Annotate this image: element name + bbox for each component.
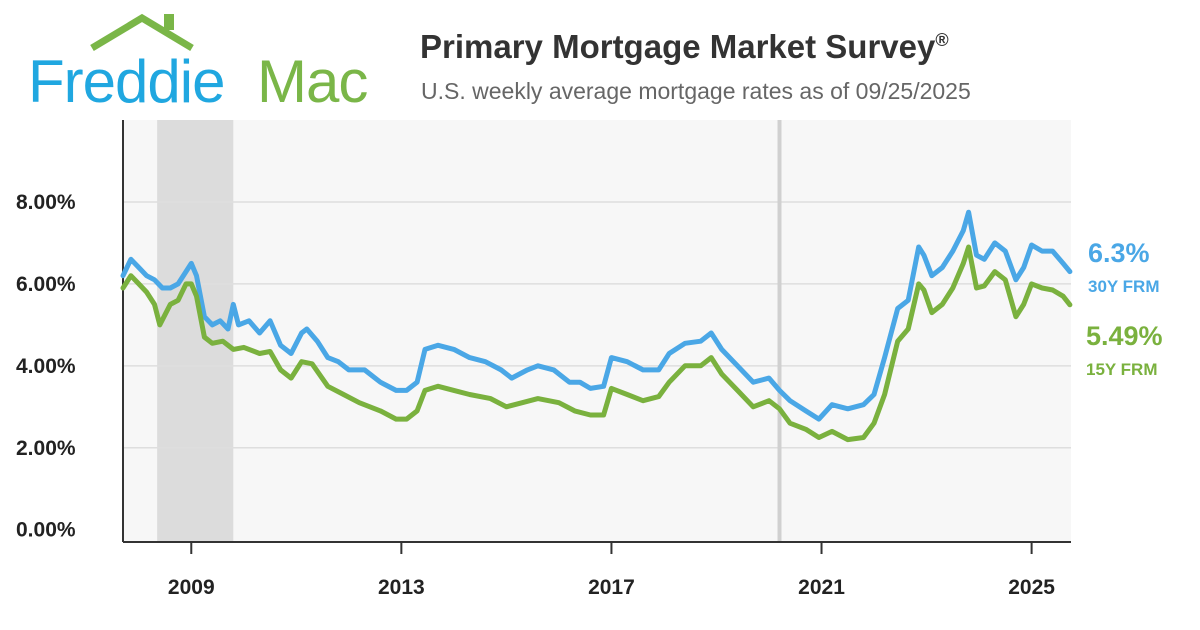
y-tick-label: 2.00% (16, 437, 76, 460)
house-roof-icon (90, 13, 194, 52)
plot-background-layer (123, 120, 1071, 542)
freddie-mac-logo: Freddie Mac (22, 13, 384, 112)
x-tick-labels: 2009 2013 2017 2021 2025 (168, 576, 1055, 599)
recession-shade-0 (157, 120, 234, 542)
x-tick-label: 2021 (798, 576, 845, 599)
series-line-15y-frm (120, 244, 1073, 443)
axes (122, 120, 1071, 554)
series-name-label: 30Y FRM (1088, 277, 1160, 296)
logo-word-mac: Mac (257, 48, 368, 115)
series-name-label: 15Y FRM (1086, 360, 1158, 379)
end-value-label: 6.3% (1088, 238, 1150, 268)
y-tick-label: 4.00% (16, 355, 76, 378)
x-tick-label: 2025 (1008, 576, 1055, 599)
x-tick-label: 2009 (168, 576, 215, 599)
y-tick-label: 6.00% (16, 273, 76, 296)
end-labels: 6.3% 30Y FRM 5.49% 15Y FRM (1086, 238, 1163, 379)
shaded-regions (157, 120, 234, 542)
x-tick-label: 2013 (378, 576, 425, 599)
end-value-label: 5.49% (1086, 321, 1163, 351)
y-tick-label: 0.00% (16, 519, 76, 542)
series-lines (120, 209, 1073, 443)
y-tick-labels: 0.00% 2.00% 4.00% 6.00% 8.00% (16, 191, 76, 542)
chart-title-text: Primary Mortgage Market Survey (420, 28, 936, 65)
chart-title: Primary Mortgage Market Survey® (420, 28, 949, 66)
logo-word-freddie: Freddie (28, 48, 225, 115)
series-line-30y-frm (120, 209, 1073, 422)
registered-mark: ® (935, 30, 949, 50)
chart-subtitle: U.S. weekly average mortgage rates as of… (421, 78, 971, 104)
y-tick-label: 8.00% (16, 191, 76, 214)
x-tick-label: 2017 (588, 576, 635, 599)
plot-area (123, 120, 1071, 542)
